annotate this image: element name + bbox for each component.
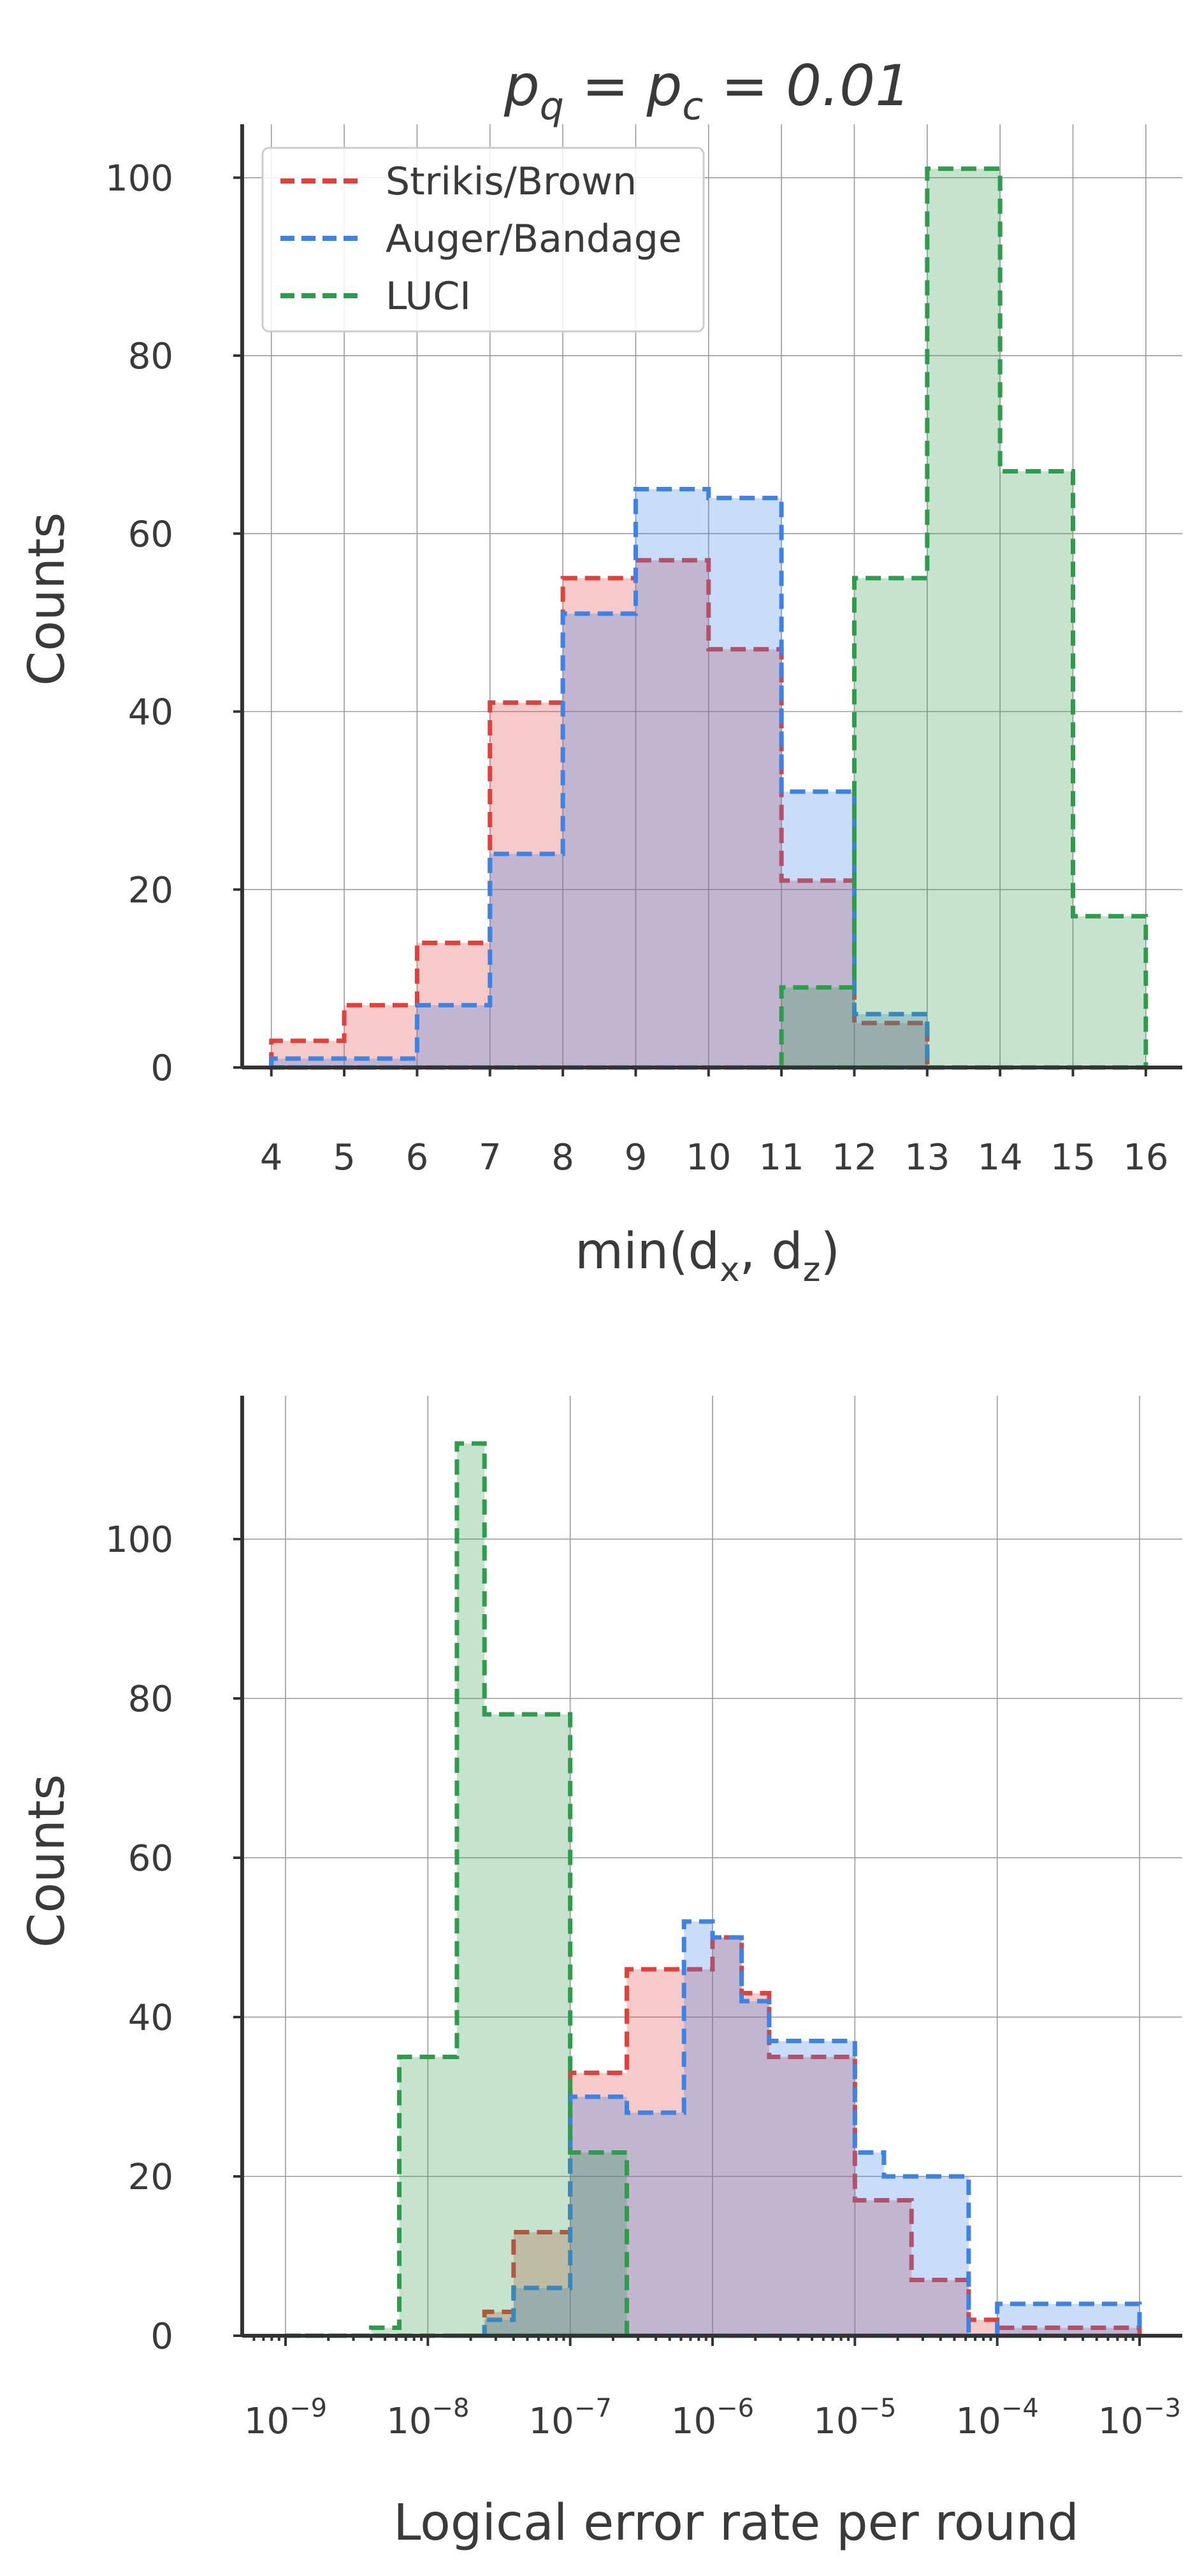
x-tick-label: 10−5 <box>813 2394 896 2442</box>
y-tick-label: 60 <box>128 1838 173 1879</box>
y-tick-label: 60 <box>128 514 173 555</box>
histogram-series <box>269 166 1148 1070</box>
legend-label: Auger/Bandage <box>386 217 682 261</box>
x-tick-label: 7 <box>479 1137 502 1178</box>
x-tick-label: 10−8 <box>386 2394 469 2442</box>
series-luci <box>779 166 1148 1070</box>
histogram-outline <box>269 486 930 1070</box>
histogram-fill <box>271 489 927 1067</box>
x-tick-label: 13 <box>904 1137 950 1178</box>
histogram-outline <box>779 166 1148 1070</box>
x-axis-label: Logical error rate per round <box>393 2494 1079 2552</box>
chart-title: pq = pc = 0.01 <box>503 53 911 129</box>
series-luci <box>286 1441 630 2338</box>
legend-entry: Strikis/Brown <box>280 159 637 204</box>
x-tick-label: 10−7 <box>529 2394 612 2442</box>
x-tick-label: 10−9 <box>244 2394 327 2442</box>
x-tick-labels: 10−9 10−8 10−7 10−6 10−5 10−4 10−3 <box>244 2336 1181 2442</box>
y-tick-label: 80 <box>128 336 173 377</box>
x-tick-label: 15 <box>1050 1137 1096 1178</box>
y-tick-label: 20 <box>128 2157 173 2198</box>
y-axis-label: Counts <box>18 1774 76 1948</box>
grid-lines <box>242 1396 1182 2336</box>
x-axis-label: min(dx, dz) <box>575 1223 840 1289</box>
histogram-series <box>286 1441 1142 2338</box>
y-axis-label: Counts <box>18 512 76 686</box>
axes <box>240 124 1182 1069</box>
y-tick-label: 100 <box>105 1519 173 1561</box>
series-auger-bandage <box>269 486 930 1070</box>
histogram-outline <box>286 1441 630 2338</box>
histogram-fill <box>781 168 1146 1068</box>
y-tick-label: 40 <box>128 1997 173 2039</box>
y-tick-label: 0 <box>150 1048 173 1089</box>
x-tick-label: 4 <box>260 1137 283 1178</box>
y-tick-labels: 0 20 40 60 80 100 <box>105 1519 242 2357</box>
x-tick-label: 10 <box>686 1137 731 1178</box>
legend-box <box>261 147 705 333</box>
y-tick-labels: 0 20 40 60 80 100 <box>105 158 242 1089</box>
legend: Strikis/Brown Auger/Bandage LUCI <box>261 147 705 333</box>
x-tick-label: 10−6 <box>671 2394 754 2442</box>
x-tick-label: 11 <box>758 1137 804 1178</box>
x-tick-labels: 4 5 6 7 8 9 10 11 12 13 14 15 16 <box>260 1067 1168 1178</box>
y-tick-label: 20 <box>128 870 173 911</box>
x-tick-label: 5 <box>333 1137 356 1178</box>
x-tick-label: 16 <box>1123 1137 1168 1178</box>
y-tick-label: 80 <box>128 1679 173 1720</box>
legend-label: Strikis/Brown <box>386 159 637 204</box>
x-tick-label: 9 <box>625 1137 648 1178</box>
histogram-outline <box>456 1935 1142 2338</box>
histogram-outline <box>456 1919 1142 2338</box>
histogram-panel-logical-error-rate: 10−9 10−8 10−7 10−6 10−5 10−4 10−3 0 20 40 60 80 10… <box>18 1396 1182 2552</box>
histogram-fill <box>271 560 927 1067</box>
x-tick-label: 14 <box>978 1137 1023 1178</box>
legend-entry: LUCI <box>280 274 471 319</box>
y-tick-label: 0 <box>150 2316 173 2357</box>
histogram-panel-min-distance: pq = pc = 0.01 4 5 6 7 8 9 10 11 12 13 14 15 16 0 20 4… <box>18 53 1182 1289</box>
y-tick-label: 100 <box>105 158 173 199</box>
y-tick-label: 40 <box>128 692 173 734</box>
legend-label: LUCI <box>386 274 471 319</box>
x-tick-label: 10−3 <box>1098 2394 1181 2442</box>
histogram-fill <box>286 1444 627 2336</box>
legend-entry: Auger/Bandage <box>280 217 682 261</box>
x-tick-label: 10−4 <box>956 2394 1039 2442</box>
x-tick-label: 8 <box>551 1137 574 1178</box>
x-tick-label: 12 <box>832 1137 877 1178</box>
x-tick-label: 6 <box>406 1137 429 1178</box>
